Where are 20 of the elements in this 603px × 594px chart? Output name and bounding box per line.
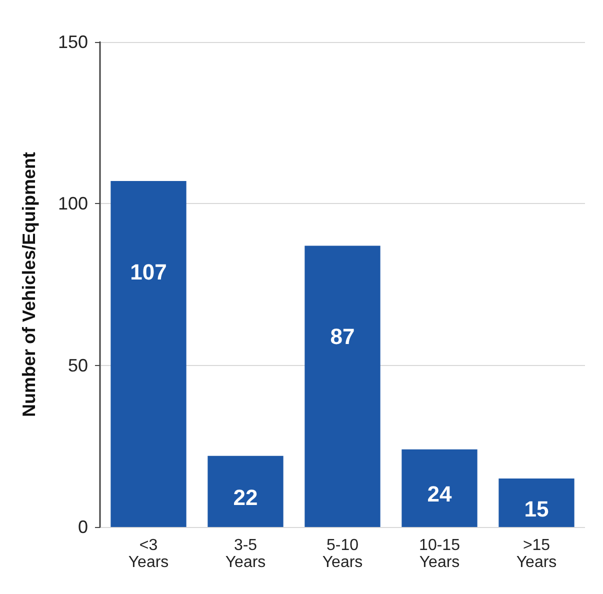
- x-tick-label: <3 Years: [128, 537, 169, 571]
- y-tick-label: 150: [58, 32, 88, 52]
- y-tick-label: 100: [58, 194, 88, 214]
- x-tick-label: 5-10 Years: [322, 537, 363, 571]
- y-axis-title: Number of Vehicles/Equipment: [19, 152, 39, 418]
- bar: [304, 246, 380, 527]
- data-label: 22: [233, 484, 258, 510]
- data-label: 87: [330, 324, 355, 350]
- data-label: 107: [130, 260, 167, 285]
- x-tick-label: 10-15 Years: [419, 537, 460, 571]
- data-label: 15: [524, 496, 549, 522]
- bar: [208, 456, 284, 527]
- bar: [498, 478, 574, 527]
- data-label: 24: [427, 482, 452, 507]
- bar: [110, 181, 186, 527]
- y-tick-label: 50: [68, 355, 88, 376]
- y-tick-label: 0: [78, 517, 88, 537]
- x-tick-label: >15 Years: [516, 537, 557, 571]
- bar: [402, 449, 478, 527]
- x-tick-label: 3-5 Years: [225, 537, 266, 571]
